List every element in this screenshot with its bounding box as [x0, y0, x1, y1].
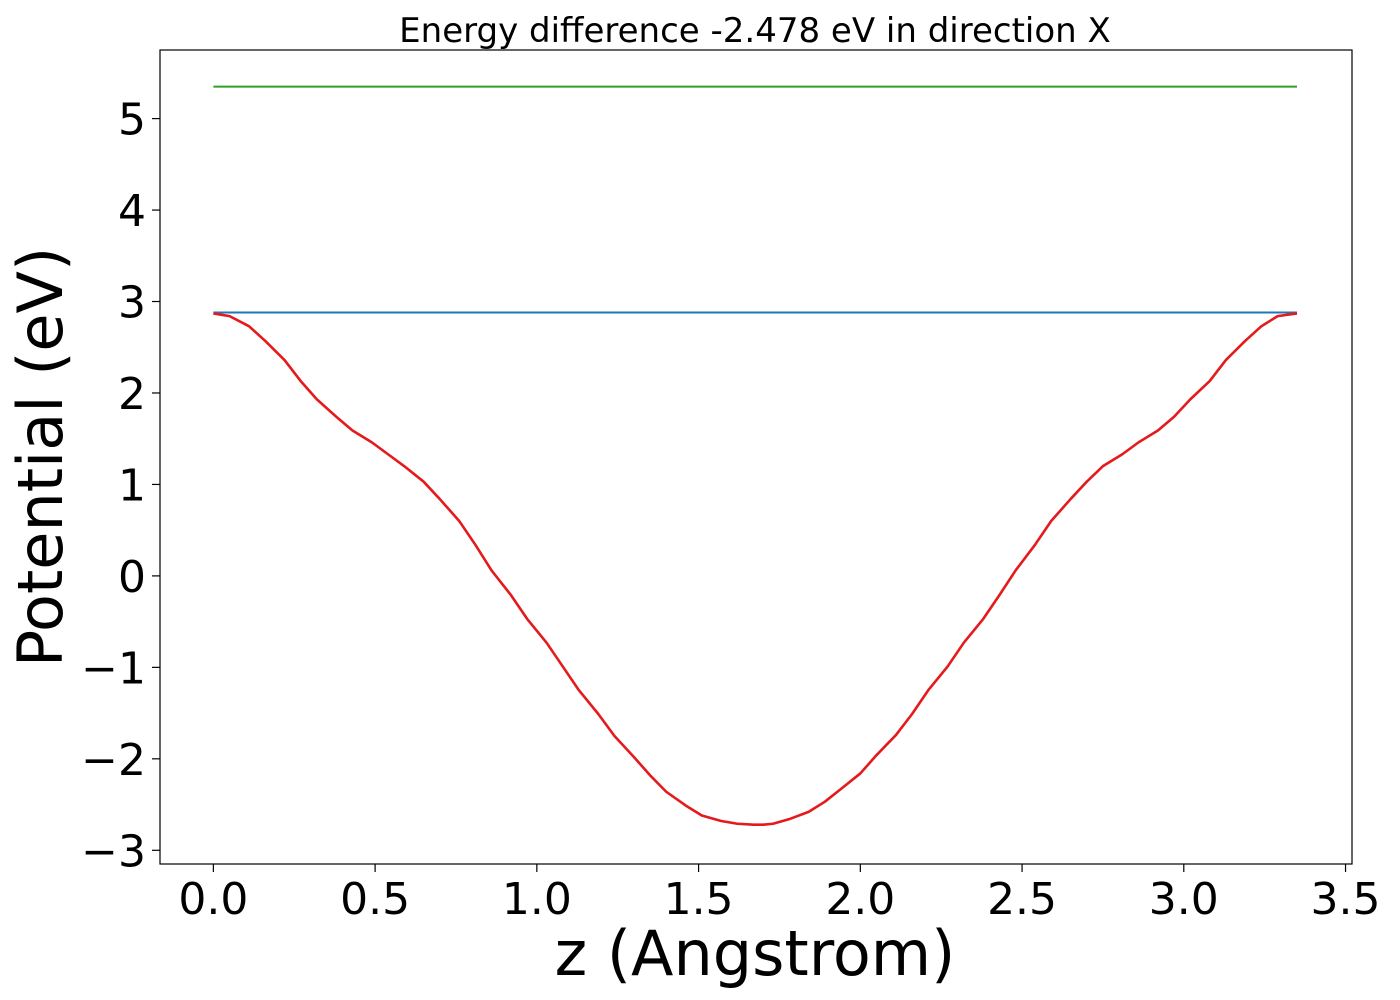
y-tick-label: 1 [118, 460, 146, 511]
y-tick-label: −2 [81, 735, 146, 786]
x-tick-label: 3.0 [1149, 874, 1219, 925]
plot-area [159, 49, 1353, 865]
x-tick-label: 0.5 [340, 874, 410, 925]
y-tick-label: 3 [118, 278, 146, 329]
x-tick-label: 3.5 [1311, 874, 1381, 925]
y-tick-label: 5 [118, 95, 146, 146]
x-axis-label: z (Angstrom) [555, 917, 956, 990]
x-tick-label: 2.5 [987, 874, 1057, 925]
plot-frame [159, 49, 1353, 865]
x-tick-label: 2.0 [825, 874, 895, 925]
y-tick-label: 0 [118, 552, 146, 603]
y-tick-label: −1 [81, 643, 146, 694]
y-tick-label: 4 [118, 186, 146, 237]
x-tick-label: 0.0 [178, 874, 248, 925]
x-tick-label: 1.5 [664, 874, 734, 925]
y-axis-label: Potential (eV) [4, 247, 77, 667]
series-line-3 [213, 312, 1298, 826]
y-axis: −3 −2 −1 0 1 2 3 4 5 [81, 95, 160, 877]
chart-title: Energy difference -2.478 eV in direction… [399, 11, 1111, 51]
y-tick-label: 2 [118, 369, 146, 420]
x-tick-label: 1.0 [502, 874, 572, 925]
x-axis: 0.0 0.5 1.0 1.5 2.0 2.5 3.0 3.5 [178, 864, 1381, 925]
y-tick-label: −3 [81, 826, 146, 877]
